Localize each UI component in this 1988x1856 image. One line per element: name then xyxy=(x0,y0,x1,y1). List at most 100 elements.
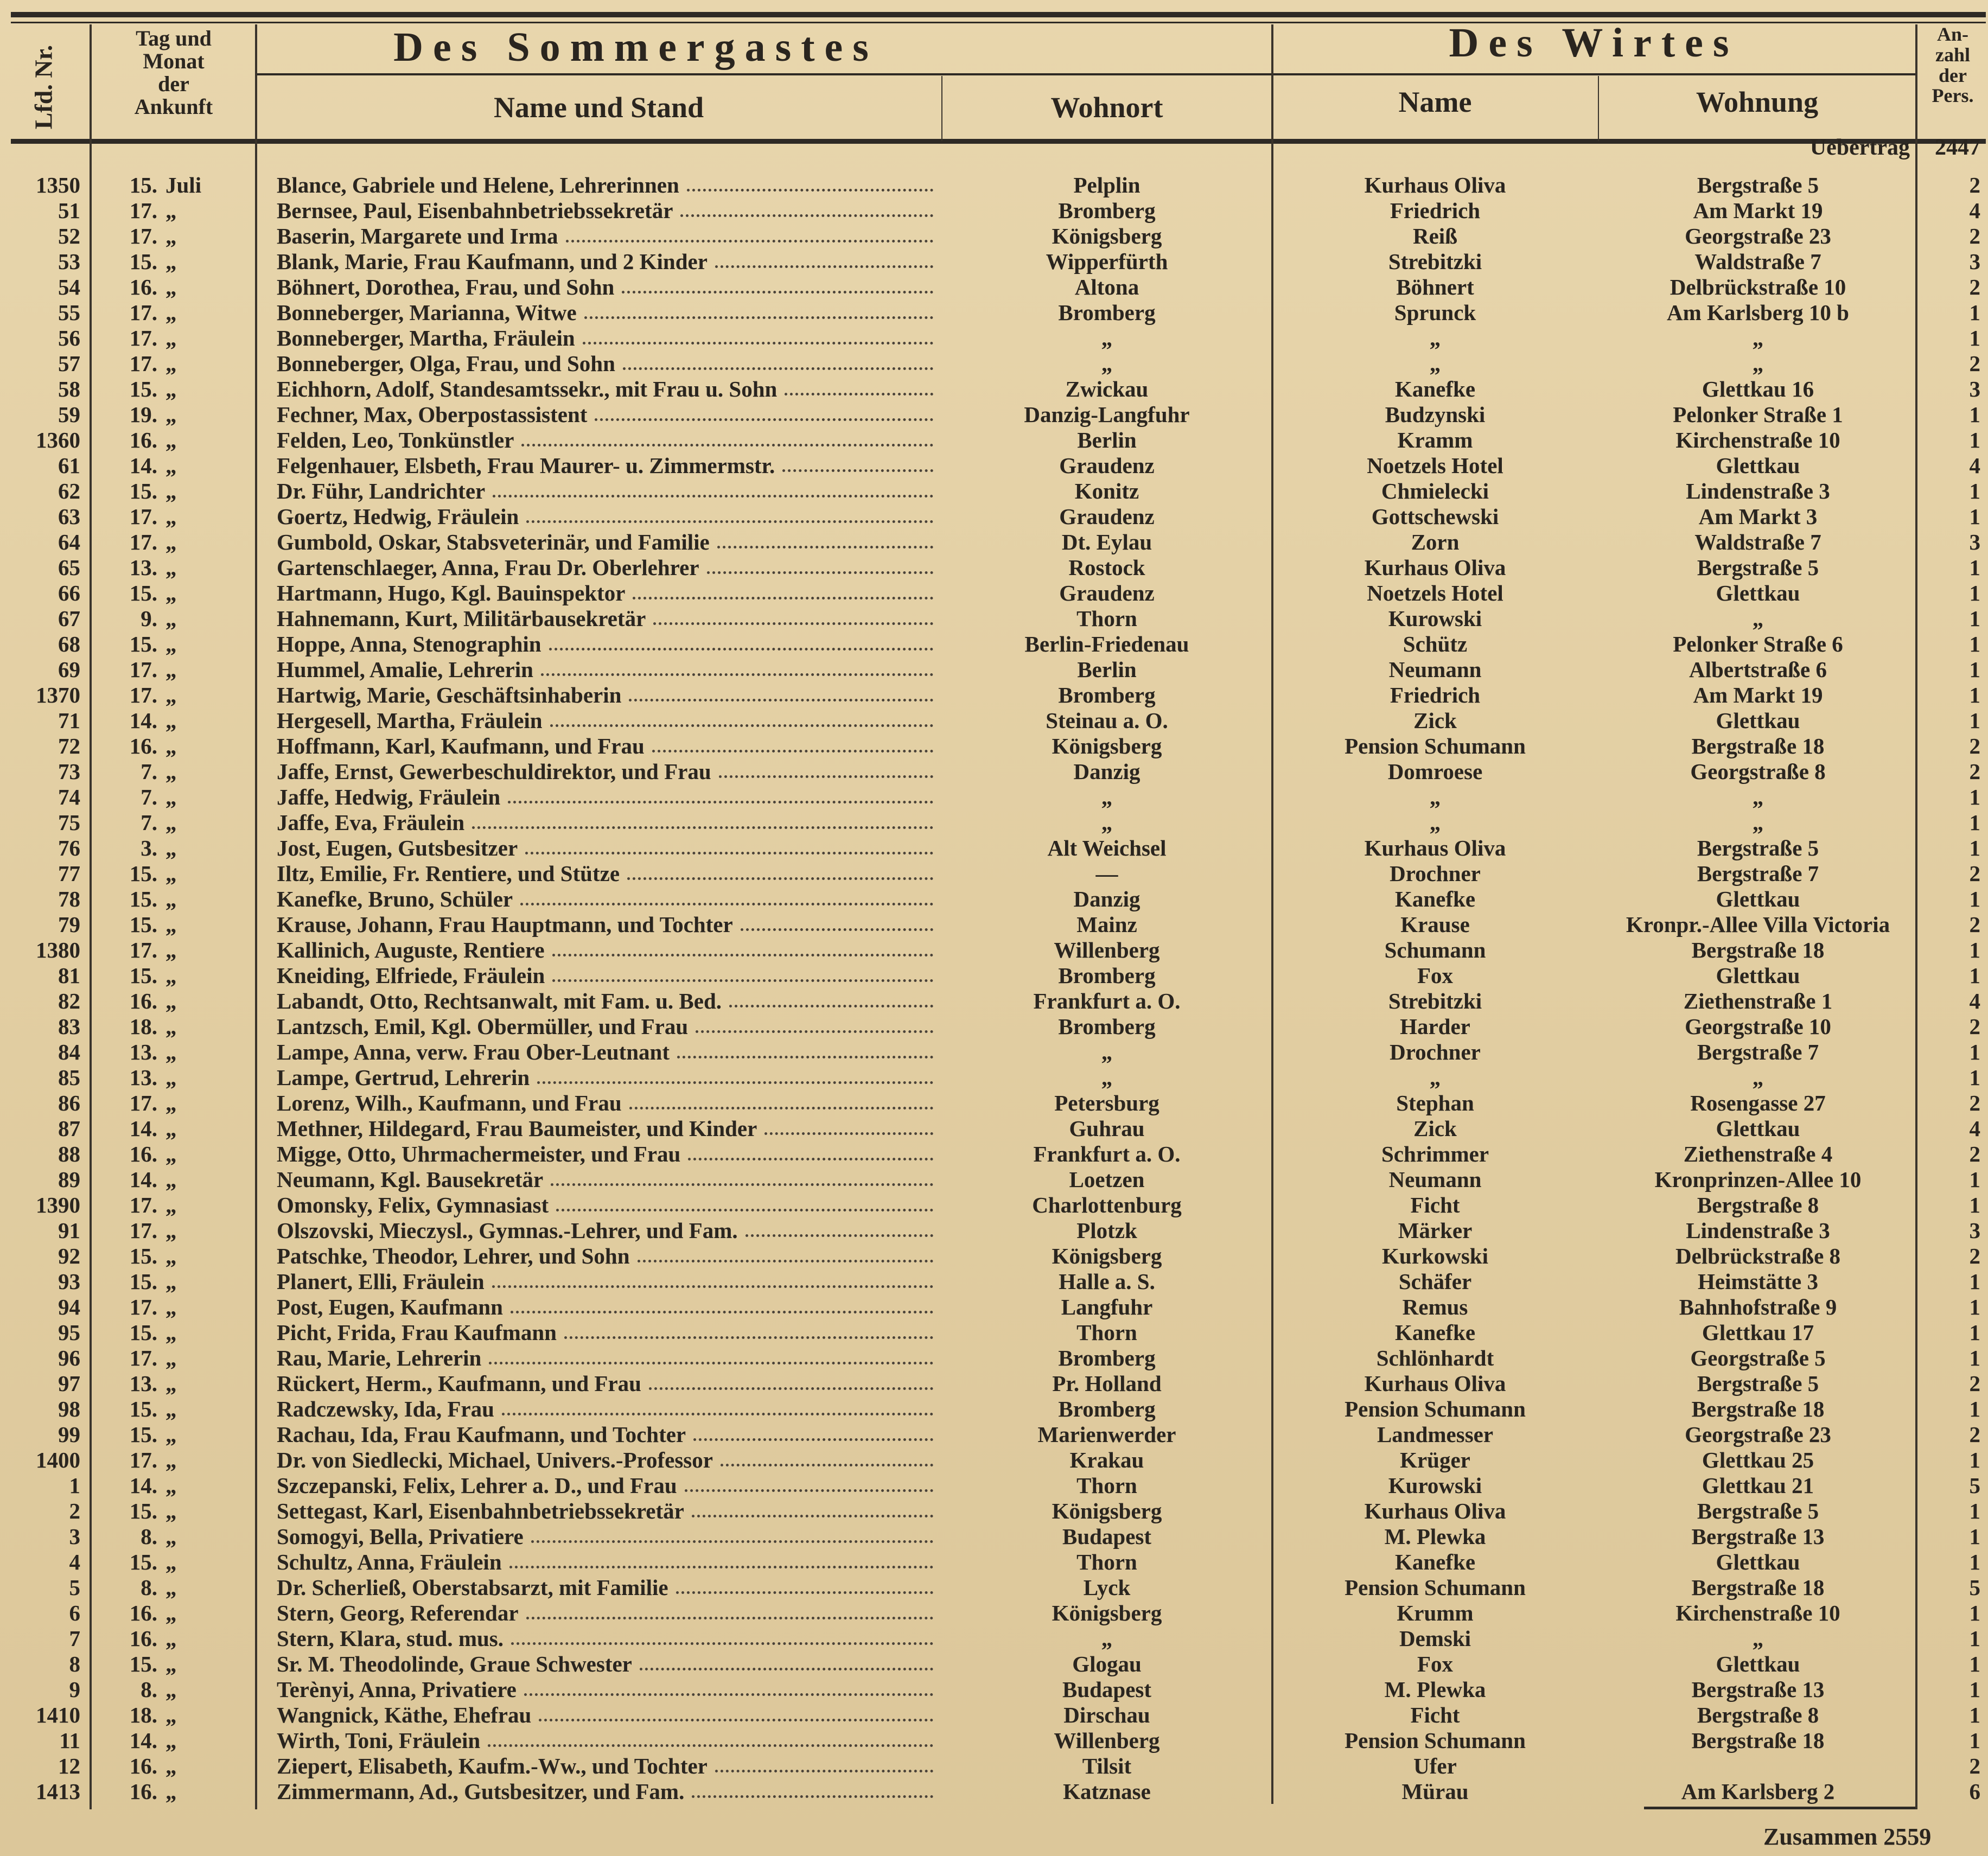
dot-leader xyxy=(688,1141,933,1160)
carry-over-value: 2447 xyxy=(1935,135,1980,160)
person-count: 1 xyxy=(1969,1167,1981,1192)
arrival-month: „ xyxy=(165,198,177,223)
guest-name-and-status: Jaffe, Ernst, Gewerbeschuldirektor, und … xyxy=(277,759,933,785)
entry-number: 2 xyxy=(69,1498,81,1523)
dot-leader xyxy=(540,657,933,676)
dot-leader xyxy=(680,198,933,217)
host-address: Glettkau xyxy=(1716,1549,1800,1574)
host-name: „ xyxy=(1429,785,1441,809)
guest-name-and-status: Hahnemann, Kurt, Militärbausekretär xyxy=(277,606,933,632)
guest-residence: Katznase xyxy=(1063,1779,1151,1804)
table-row: 1 14. „ Szczepanski, Felix, Lehrer a. D., u… xyxy=(0,1473,1988,1498)
host-address: Bergstraße 5 xyxy=(1697,835,1819,860)
arrival-day: 8. xyxy=(141,1575,157,1600)
host-name: Zick xyxy=(1413,1116,1457,1141)
host-address: Bergstraße 18 xyxy=(1691,734,1825,758)
guest-name-text: Radczewsky, Ida, Frau xyxy=(277,1396,494,1421)
guest-name-and-status: Rachau, Ida, Frau Kaufmann, und Tochter xyxy=(277,1422,933,1447)
table-row: 3 8. „ Somogyi, Bella, Privatiere Budapest M.… xyxy=(0,1524,1988,1549)
arrival-month: „ xyxy=(165,1371,177,1396)
guest-residence: Steinau a. O. xyxy=(1046,708,1168,733)
guest-name-text: Lampe, Gertrud, Lehrerin xyxy=(277,1065,530,1090)
guest-name-and-status: Blance, Gabriele und Helene, Lehrerinnen xyxy=(277,173,933,198)
entry-number: 89 xyxy=(58,1167,80,1192)
host-address: Glettkau xyxy=(1716,453,1800,478)
arrival-month: „ xyxy=(165,785,177,809)
table-row: 74 7. „ Jaffe, Hedwig, Fräulein „ „ „ 1 xyxy=(0,785,1988,810)
arrival-day: 9. xyxy=(141,606,157,631)
entry-number: 95 xyxy=(58,1320,80,1345)
entry-number: 77 xyxy=(58,861,80,886)
table-row: 71 14. „ Hergesell, Martha, Fräulein Steinau… xyxy=(0,708,1988,734)
host-name: Kurowski xyxy=(1388,606,1482,631)
guest-residence: Rostock xyxy=(1068,555,1145,580)
guest-name-and-status: Post, Eugen, Kaufmann xyxy=(277,1294,933,1320)
dot-leader xyxy=(501,1396,933,1415)
host-address: „ xyxy=(1752,1626,1764,1651)
guest-register-table: 1350 15. Juli Blance, Gabriele und Helene, … xyxy=(0,173,1988,1804)
arrival-day: 16. xyxy=(129,1779,157,1804)
entry-number: 67 xyxy=(58,606,80,631)
host-address: Lindenstraße 3 xyxy=(1686,1218,1830,1243)
host-address: Georgstraße 23 xyxy=(1685,224,1831,248)
arrival-day: 16. xyxy=(129,275,157,299)
column-divider xyxy=(255,24,257,1809)
table-row: 99 15. „ Rachau, Ida, Frau Kaufmann, und To… xyxy=(0,1422,1988,1447)
arrival-day: 15. xyxy=(129,1651,157,1676)
arrival-day: 15. xyxy=(129,1320,157,1345)
guest-name-text: Rau, Marie, Lehrerin xyxy=(277,1345,482,1370)
host-address: Bergstraße 5 xyxy=(1697,1498,1819,1523)
host-name: Pension Schumann xyxy=(1345,1575,1526,1600)
guest-residence: Willenberg xyxy=(1054,1728,1160,1753)
host-address: Glettkau 16 xyxy=(1702,377,1814,401)
entry-number: 61 xyxy=(58,453,80,478)
host-name: Schrimmer xyxy=(1381,1141,1489,1166)
person-count: 1 xyxy=(1969,1626,1981,1651)
host-name: Ufer xyxy=(1413,1753,1457,1778)
arrival-month: „ xyxy=(165,530,177,554)
dot-leader xyxy=(539,1702,933,1721)
header-host-name: Name xyxy=(1398,86,1472,118)
guest-name-and-status: Kneiding, Elfriede, Fräulein xyxy=(277,963,933,988)
dot-leader xyxy=(648,1371,933,1390)
guest-residence: Berlin xyxy=(1077,428,1137,452)
person-count: 2 xyxy=(1969,734,1981,758)
guest-name-and-status: Kanefke, Bruno, Schüler xyxy=(277,886,933,912)
dot-leader xyxy=(629,1090,933,1109)
dot-leader xyxy=(584,300,933,319)
host-name: Landmesser xyxy=(1377,1422,1494,1447)
guest-name-text: Rachau, Ida, Frau Kaufmann, und Tochter xyxy=(277,1422,686,1447)
arrival-day: 15. xyxy=(129,1243,157,1268)
guest-name-text: Methner, Hildegard, Frau Baumeister, und… xyxy=(277,1116,757,1141)
table-row: 81 15. „ Kneiding, Elfriede, Fräulein Brombe… xyxy=(0,963,1988,988)
arrival-day: 15. xyxy=(129,861,157,886)
guest-name-text: Hummel, Amalie, Lehrerin xyxy=(277,657,533,682)
arrival-day: 7. xyxy=(141,810,157,835)
host-address: Glettkau 21 xyxy=(1702,1473,1814,1498)
guest-residence: Bromberg xyxy=(1058,1345,1156,1370)
arrival-month: „ xyxy=(165,632,177,656)
guest-name-text: Hartwig, Marie, Geschäftsinhaberin xyxy=(277,683,622,707)
arrival-day: 15. xyxy=(129,963,157,988)
entry-number: 94 xyxy=(58,1294,80,1319)
table-row: 1350 15. Juli Blance, Gabriele und Helene, … xyxy=(0,173,1988,198)
host-name: Kramm xyxy=(1397,428,1473,452)
entry-number: 1410 xyxy=(36,1702,80,1727)
table-row: 76 3. „ Jost, Eugen, Gutsbesitzer Alt Weichs… xyxy=(0,835,1988,861)
guest-name-and-status: Böhnert, Dorothea, Frau, und Sohn xyxy=(277,275,933,300)
arrival-day: 16. xyxy=(129,1626,157,1651)
entry-number: 4 xyxy=(69,1549,81,1574)
host-name: Drochner xyxy=(1390,1039,1481,1064)
guest-residence: Königsberg xyxy=(1052,1498,1162,1523)
host-address: Glettkau 17 xyxy=(1702,1320,1814,1345)
host-name: Schütz xyxy=(1403,632,1468,656)
host-address: Glettkau 25 xyxy=(1702,1447,1814,1472)
guest-residence: Thorn xyxy=(1076,1473,1137,1498)
host-address: Waldstraße 7 xyxy=(1694,530,1821,554)
person-count: 3 xyxy=(1969,530,1981,554)
table-row: 75 7. „ Jaffe, Eva, Fräulein „ „ „ 1 xyxy=(0,810,1988,835)
guest-name-text: Hahnemann, Kurt, Militärbausekretär xyxy=(277,606,646,631)
arrival-month: „ xyxy=(165,937,177,962)
arrival-month: „ xyxy=(165,1065,177,1090)
